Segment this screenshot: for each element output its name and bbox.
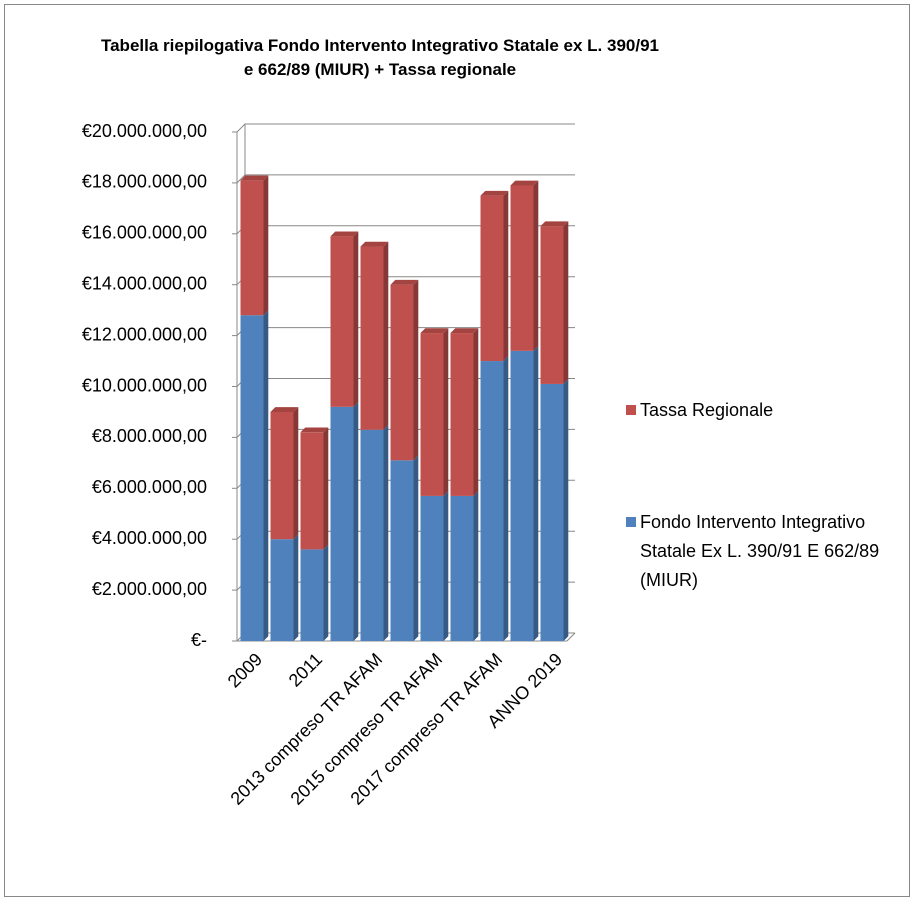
- bar-side: [413, 455, 419, 641]
- bar: [390, 284, 414, 461]
- bar: [450, 495, 474, 641]
- bar: [240, 315, 264, 641]
- bar-top: [450, 328, 479, 334]
- bar-top: [420, 328, 449, 334]
- bar-top: [510, 180, 539, 186]
- bar: [450, 333, 474, 496]
- bar-side: [353, 402, 359, 641]
- chart-title: Tabella riepilogativa Fondo Intervento I…: [100, 36, 659, 79]
- grid-line: [236, 174, 575, 184]
- bar: [330, 236, 354, 407]
- bar-side: [563, 379, 569, 641]
- x-tick-label: 2009: [224, 649, 266, 691]
- bar: [480, 195, 504, 362]
- grid-line: [236, 123, 575, 133]
- bar-side: [383, 424, 389, 641]
- bar-side: [383, 241, 389, 430]
- x-tick-label: 2011: [285, 649, 327, 691]
- y-tick-label: €20.000.000,00: [82, 121, 207, 141]
- bar-top: [270, 407, 299, 412]
- legend-swatch: [626, 517, 636, 527]
- bar: [420, 333, 444, 496]
- y-tick-label: €16.000.000,00: [82, 223, 207, 243]
- bar: [360, 429, 384, 641]
- bar: [270, 539, 294, 641]
- bar: [480, 361, 504, 641]
- bar-top: [240, 175, 269, 181]
- bar-top: [300, 427, 329, 433]
- bar-side: [263, 310, 269, 641]
- bar: [300, 549, 324, 641]
- legend-swatch: [626, 405, 636, 415]
- bar: [240, 180, 264, 316]
- bar-side: [533, 180, 539, 351]
- legend-label: Tassa Regionale: [640, 400, 774, 420]
- bar-top: [540, 221, 569, 227]
- bar-side: [353, 231, 359, 407]
- bar: [360, 246, 384, 430]
- bar-top: [480, 190, 509, 196]
- bar: [330, 406, 354, 641]
- y-tick-label: €14.000.000,00: [82, 273, 207, 293]
- bar: [540, 383, 564, 641]
- y-tick-label: €2.000.000,00: [92, 579, 207, 599]
- y-tick-label: €10.000.000,00: [82, 375, 207, 395]
- legend-label: Fondo Intervento Integrativo Statale Ex …: [640, 512, 880, 590]
- bar-top: [360, 241, 389, 247]
- bar: [510, 350, 534, 641]
- bar-side: [533, 346, 539, 641]
- bar-side: [323, 427, 329, 550]
- y-tick-label: €18.000.000,00: [82, 172, 207, 192]
- bar-side: [473, 491, 479, 641]
- bar-side: [443, 328, 449, 496]
- bar: [270, 411, 294, 540]
- bar-side: [263, 175, 269, 316]
- bar: [300, 432, 324, 550]
- bar-side: [503, 356, 509, 641]
- bar: [510, 185, 534, 351]
- floor-line: [566, 632, 576, 642]
- bar: [540, 226, 564, 384]
- bar-side: [563, 221, 569, 384]
- bar: [420, 495, 444, 641]
- bar-side: [293, 534, 299, 641]
- bar-side: [293, 407, 299, 540]
- bar-side: [443, 491, 449, 641]
- bar-side: [323, 544, 329, 641]
- bar-side: [503, 190, 509, 362]
- bar: [390, 460, 414, 641]
- bar-top: [390, 279, 419, 285]
- bar-top: [330, 231, 359, 237]
- y-tick-label: €4.000.000,00: [92, 528, 207, 548]
- chart-frame: [4, 4, 910, 897]
- bar-side: [473, 328, 479, 496]
- legend-entry: Tassa Regionale: [626, 396, 880, 425]
- bar-side: [413, 279, 419, 461]
- y-tick-label: €8.000.000,00: [92, 426, 207, 446]
- legend-entry: Fondo Intervento Integrativo Statale Ex …: [626, 508, 880, 595]
- y-tick-label: €-: [191, 630, 207, 650]
- y-tick-label: €12.000.000,00: [82, 324, 207, 344]
- y-tick-label: €6.000.000,00: [92, 477, 207, 497]
